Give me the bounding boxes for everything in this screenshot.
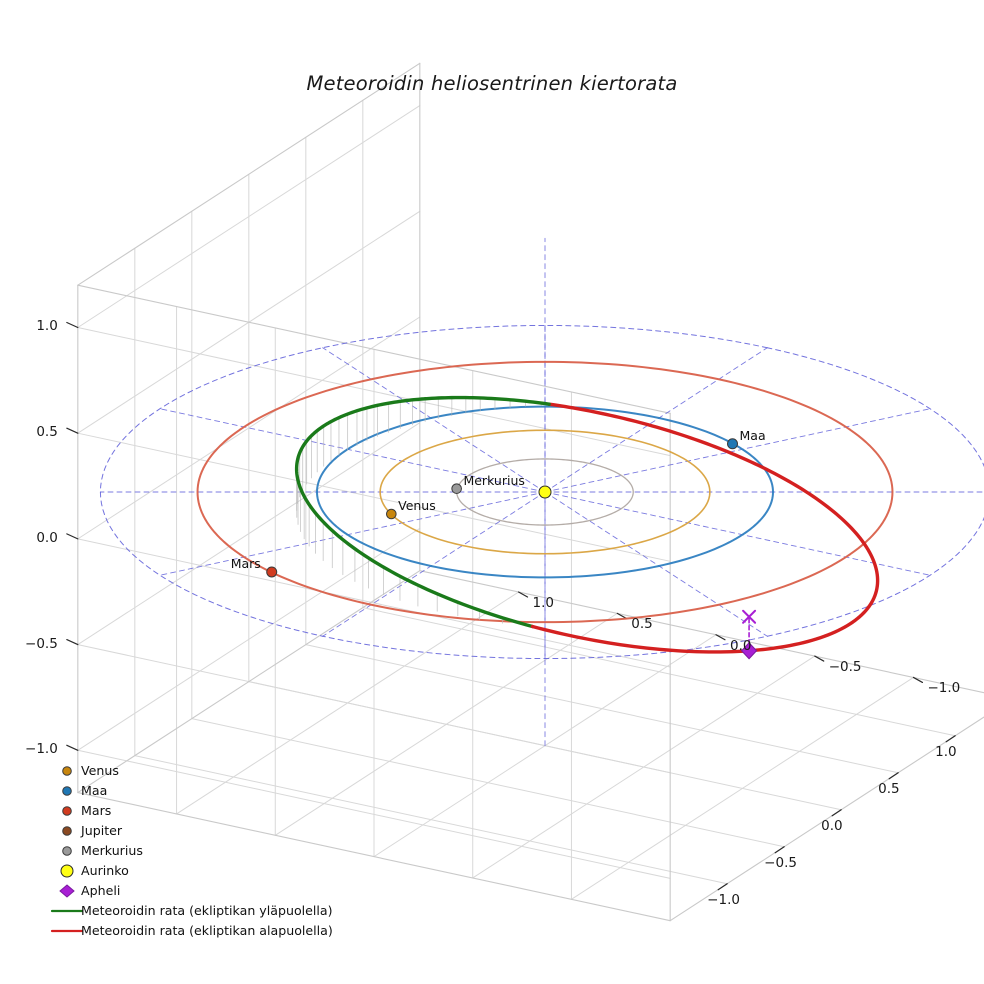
body-label-venus: Venus — [398, 498, 436, 514]
y-tick-label-4: 1.0 — [532, 595, 555, 612]
ecliptic-reference — [99, 237, 984, 747]
z-tick-label-1: 0.5 — [36, 424, 58, 441]
axis-ticks — [66, 321, 956, 891]
legend-marker-1 — [62, 786, 72, 796]
body-marker-venus — [386, 508, 397, 520]
legend-label-5: Aurinko — [81, 863, 129, 878]
y-tick-label-0: −1.0 — [927, 680, 961, 697]
body-marker-maa — [727, 438, 739, 450]
celestial-bodies — [266, 438, 739, 578]
body-marker-aurinko — [538, 485, 552, 499]
legend-label-3: Jupiter — [81, 823, 123, 838]
z-tick-label-4: −1.0 — [25, 741, 58, 758]
body-marker-merkurius — [451, 483, 462, 494]
legend-label-2: Mars — [81, 803, 112, 818]
legend-label-8: Meteoroidin rata (ekliptikan alapuolella… — [81, 923, 333, 938]
x-tick-label-0: −1.0 — [707, 891, 740, 908]
legend-marker-0 — [62, 766, 72, 776]
legend-marker-4 — [62, 846, 72, 856]
meteoroid-stems — [296, 397, 542, 627]
x-tick-label-4: 1.0 — [935, 743, 957, 760]
legend-marker-6 — [59, 884, 75, 898]
z-tick-label-0: 1.0 — [36, 318, 58, 335]
y-tick-label-1: −0.5 — [828, 659, 862, 676]
meteoroid-orbit — [294, 395, 880, 654]
x-tick-label-1: −0.5 — [764, 854, 797, 871]
legend-marker-2 — [62, 806, 72, 816]
planet-orbits — [196, 360, 894, 624]
aphelion-marker — [740, 609, 758, 660]
body-label-merkurius: Merkurius — [463, 472, 525, 488]
y-tick-label-2: 0.0 — [730, 637, 752, 654]
legend-label-1: Maa — [81, 783, 108, 798]
axes-box — [77, 62, 984, 922]
legend-marker-3 — [62, 826, 72, 836]
y-tick-label-3: 0.5 — [631, 616, 653, 633]
page-title: Meteoroidin heliosentrinen kiertorata — [306, 72, 678, 95]
x-tick-label-2: 0.0 — [821, 817, 843, 834]
legend-label-0: Venus — [81, 763, 119, 778]
legend-label-6: Apheli — [81, 883, 121, 898]
legend-label-4: Merkurius — [81, 843, 143, 858]
body-label-maa: Maa — [739, 427, 766, 443]
body-label-mars: Mars — [230, 555, 261, 571]
legend-label-7: Meteoroidin rata (ekliptikan yläpuolella… — [81, 903, 333, 918]
z-tick-label-2: 0.0 — [36, 529, 58, 546]
x-tick-label-3: 0.5 — [878, 780, 900, 797]
z-tick-label-3: −0.5 — [25, 635, 58, 652]
body-marker-mars — [266, 566, 278, 578]
legend-marker-5 — [60, 864, 74, 878]
